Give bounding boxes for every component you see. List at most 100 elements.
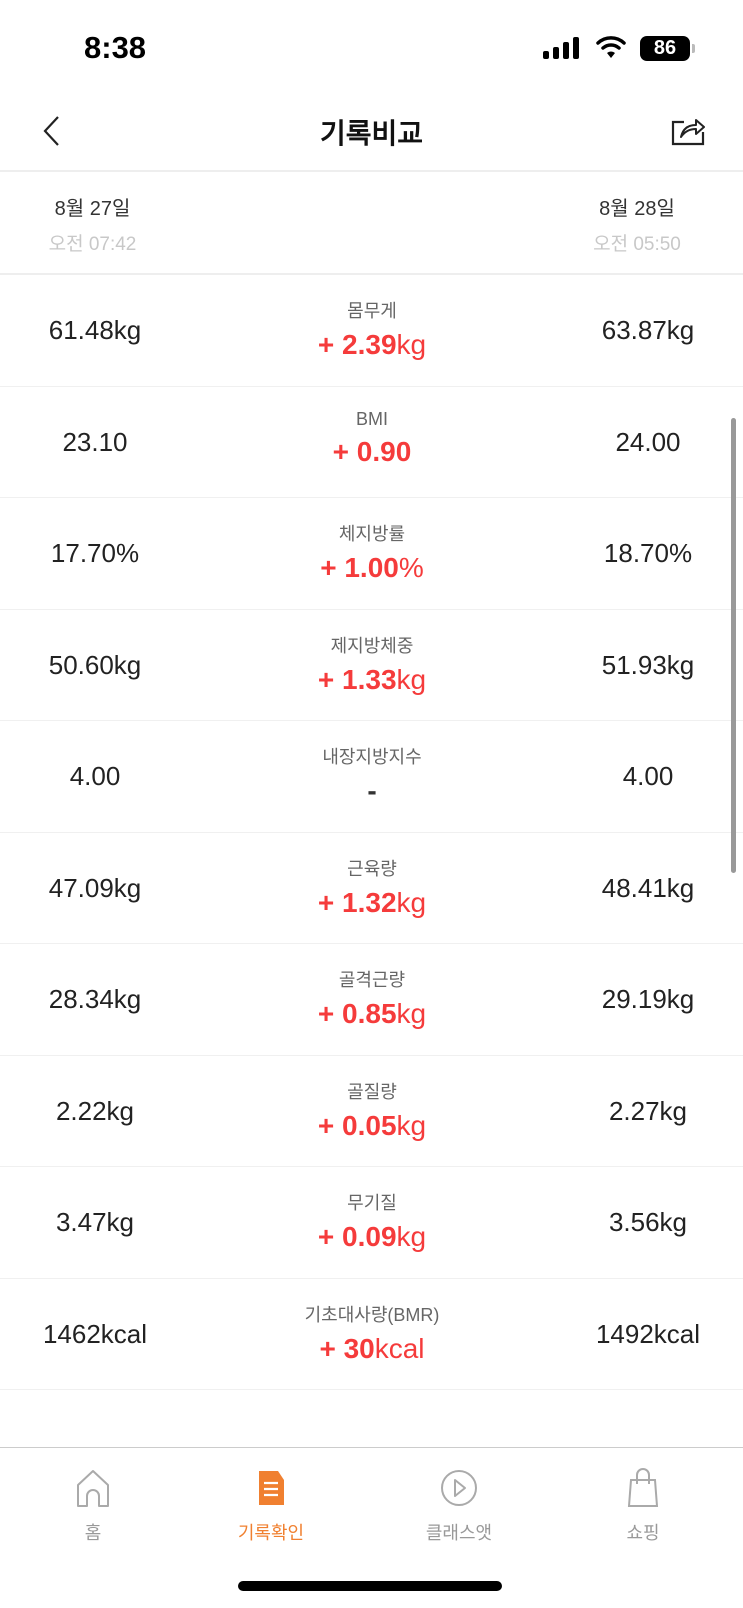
comparison-row: 50.60kg 제지방체중 + 1.33kg 51.93kg [0, 610, 743, 721]
left-value: 3.47kg [55, 1207, 135, 1237]
wifi-icon [596, 36, 626, 58]
home-indicator [238, 1581, 502, 1591]
metric-label: 근육량 [347, 858, 397, 879]
tab-records[interactable]: 기록확인 [178, 1468, 364, 1545]
scrollbar[interactable] [731, 418, 736, 873]
nav-bar: 기록비교 [0, 100, 743, 172]
tab-shopping[interactable]: 쇼핑 [550, 1468, 736, 1545]
left-value: 50.60kg [48, 649, 142, 680]
left-value: 28.34kg [48, 984, 142, 1014]
tab-label: 기록확인 [237, 1523, 305, 1543]
left-value: 61.48kg [48, 315, 142, 345]
metric-label: 기초대사량(BMR) [304, 1304, 440, 1325]
delta-unit: kg [396, 1221, 427, 1252]
metric-center: BMI + 0.90 [222, 409, 522, 468]
metric-center: 내장지방지수 - [222, 743, 522, 807]
delta-unit: kg [396, 329, 427, 360]
delta-unit: kg [396, 1109, 427, 1141]
date-header: 8월 27일 오전 07:42 8월 28일 오전 05:50 [0, 172, 743, 275]
delta-number: + 0.85 [317, 998, 397, 1029]
right-value: 51.93kg [601, 649, 695, 680]
delta-value: + 1.00% [222, 552, 522, 584]
comparison-row: 61.48kg 몸무게 + 2.39kg 63.87kg [0, 275, 743, 387]
comparison-row: 1462kcal 기초대사량(BMR) + 30kcal 1492kcal [0, 1279, 743, 1390]
status-bar: 8:38 86 [0, 0, 743, 100]
metric-center: 무기질 + 0.09kg [222, 1189, 522, 1253]
delta-unit: % [398, 552, 424, 583]
delta-number: + 0.90 [332, 435, 412, 467]
delta-value: + 0.85kg [222, 998, 522, 1030]
delta-value: + 0.09kg [222, 1221, 522, 1253]
delta-value: + 2.39kg [222, 329, 522, 361]
comparison-row: 17.70% 체지방률 + 1.00% 18.70% [0, 498, 743, 610]
right-value: 18.70% [603, 538, 693, 568]
metric-center: 골질량 + 0.05kg [222, 1078, 522, 1142]
delta-number: + 30 [319, 1332, 375, 1364]
tab-label: 클래스앳 [425, 1523, 493, 1543]
right-date-day: 8월 28일 [599, 198, 675, 220]
delta-number: + 1.32 [317, 886, 397, 918]
delta-number: + 0.09 [317, 1221, 397, 1252]
left-date-day: 8월 27일 [54, 198, 131, 220]
right-value: 24.00 [615, 426, 681, 457]
metric-center: 체지방률 + 1.00% [222, 520, 522, 584]
metric-label: 제지방체중 [330, 635, 414, 656]
chevron-left-icon[interactable] [42, 114, 62, 148]
tab-home[interactable]: 홈 [0, 1468, 186, 1545]
left-value: 23.10 [62, 426, 128, 457]
comparison-row: 28.34kg 골격근량 + 0.85kg 29.19kg [0, 944, 743, 1056]
page-title: 기록비교 [319, 118, 424, 149]
right-value: 1492kcal [595, 1318, 701, 1349]
right-date-time: 오전 05:50 [593, 234, 681, 255]
delta-number: + 1.33 [317, 663, 397, 695]
metric-center: 골격근량 + 0.85kg [222, 966, 522, 1030]
comparison-list: 61.48kg 몸무게 + 2.39kg 63.87kg 23.10 BMI + … [0, 275, 743, 1390]
comparison-row: 2.22kg 골질량 + 0.05kg 2.27kg [0, 1056, 743, 1167]
delta-value: - [222, 775, 522, 807]
delta-value: + 0.05kg [222, 1110, 522, 1142]
shopping-bag-icon [627, 1468, 659, 1507]
tab-label: 홈 [84, 1523, 102, 1543]
delta-number: + 2.39 [317, 329, 397, 360]
metric-label: 몸무게 [347, 301, 397, 321]
left-value: 2.22kg [55, 1095, 135, 1126]
right-value: 29.19kg [601, 984, 695, 1014]
delta-number: + 0.05 [317, 1109, 397, 1141]
delta-unit: kg [396, 998, 427, 1029]
right-value: 3.56kg [608, 1207, 688, 1237]
left-date-time: 오전 07:42 [48, 234, 137, 255]
comparison-row: 47.09kg 근육량 + 1.32kg 48.41kg [0, 833, 743, 944]
comparison-row: 4.00 내장지방지수 - 4.00 [0, 721, 743, 833]
left-value: 1462kcal [42, 1318, 148, 1349]
metric-label: BMI [355, 408, 388, 429]
comparison-row: 3.47kg 무기질 + 0.09kg 3.56kg [0, 1167, 743, 1279]
delta-value: + 0.90 [222, 436, 522, 468]
metric-center: 근육량 + 1.32kg [222, 855, 522, 919]
right-value: 4.00 [622, 761, 674, 791]
metric-center: 기초대사량(BMR) + 30kcal [222, 1301, 522, 1365]
tab-classat[interactable]: 클래스앳 [366, 1468, 552, 1545]
delta-unit: kg [396, 663, 427, 695]
right-date: 8월 28일 오전 05:50 [582, 192, 692, 256]
right-value: 63.87kg [601, 315, 695, 345]
comparison-row: 23.10 BMI + 0.90 24.00 [0, 387, 743, 498]
play-circle-icon [441, 1470, 477, 1506]
delta-unit: kcal [374, 1332, 425, 1364]
metric-center: 제지방체중 + 1.33kg [222, 632, 522, 696]
home-icon [77, 1470, 109, 1507]
tab-bar: 홈 기록확인 클래스앳 쇼핑 [0, 1447, 743, 1608]
metric-label: 골격근량 [338, 970, 406, 990]
metric-label: 체지방률 [338, 524, 406, 544]
metric-label: 무기질 [347, 1193, 397, 1213]
right-value: 2.27kg [608, 1095, 688, 1126]
delta-value: + 30kcal [222, 1333, 522, 1365]
left-value: 17.70% [50, 538, 140, 568]
document-icon [259, 1471, 284, 1505]
battery-icon: 86 [640, 36, 695, 61]
metric-label: 골질량 [347, 1081, 397, 1102]
delta-unit: kg [396, 886, 427, 918]
metric-label: 내장지방지수 [322, 747, 422, 767]
delta-number: + 1.00 [320, 552, 399, 583]
metric-center: 몸무게 + 2.39kg [222, 297, 522, 361]
share-icon[interactable] [670, 112, 706, 148]
